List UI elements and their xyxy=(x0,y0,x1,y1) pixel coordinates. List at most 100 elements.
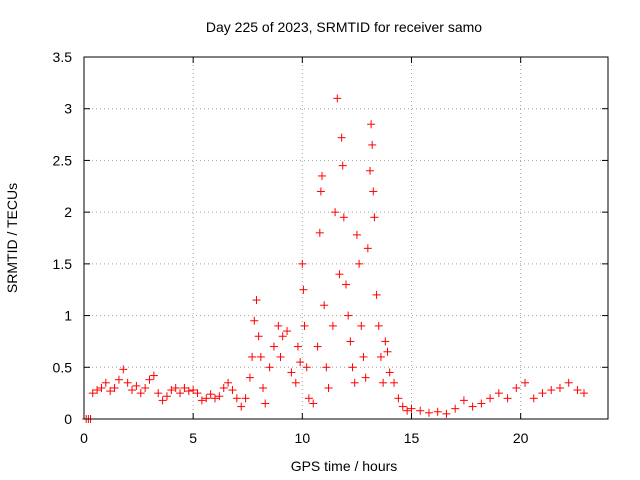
data-point xyxy=(376,352,385,361)
data-point xyxy=(136,389,145,398)
data-point xyxy=(180,383,189,392)
data-point xyxy=(394,394,403,403)
data-point xyxy=(390,378,399,387)
data-point xyxy=(123,378,132,387)
y-tick-label: 2 xyxy=(64,204,72,220)
data-point xyxy=(579,389,588,398)
x-axis-label: GPS time / hours xyxy=(291,458,398,474)
x-tick-label: 10 xyxy=(295,430,311,446)
data-point xyxy=(276,352,285,361)
data-point xyxy=(363,244,372,253)
data-point xyxy=(252,296,261,305)
data-point xyxy=(555,383,564,392)
data-point xyxy=(385,368,394,377)
y-tick-label: 1.5 xyxy=(53,256,73,272)
data-point xyxy=(119,365,128,374)
data-point xyxy=(241,394,250,403)
data-point xyxy=(503,394,512,403)
data-point xyxy=(167,386,176,395)
data-point xyxy=(309,399,318,408)
data-point xyxy=(338,161,347,170)
data-point xyxy=(149,371,158,380)
data-point xyxy=(300,321,309,330)
data-point xyxy=(442,409,451,418)
data-point xyxy=(259,383,268,392)
data-point xyxy=(383,347,392,356)
data-point xyxy=(158,396,167,405)
data-point xyxy=(211,394,219,403)
data-point xyxy=(110,383,119,392)
x-tick-label: 15 xyxy=(404,430,420,446)
data-point xyxy=(486,394,495,403)
data-point xyxy=(296,358,305,367)
data-point xyxy=(381,337,390,346)
data-point xyxy=(316,187,325,196)
data-point xyxy=(346,337,355,346)
data-point xyxy=(304,394,313,403)
data-point xyxy=(219,383,228,392)
data-point xyxy=(254,332,263,341)
data-point xyxy=(291,378,300,387)
data-point xyxy=(299,285,308,294)
data-point xyxy=(477,399,486,408)
data-point xyxy=(529,394,538,403)
y-axis-label: SRMTID / TECUs xyxy=(4,183,20,293)
data-point xyxy=(232,394,241,403)
data-point xyxy=(171,383,180,392)
data-point xyxy=(250,316,259,325)
data-point xyxy=(337,133,346,142)
data-point xyxy=(367,120,376,129)
data-point xyxy=(335,270,344,279)
data-point xyxy=(302,363,311,372)
y-tick-label: 3 xyxy=(64,101,72,117)
data-point xyxy=(197,396,206,405)
data-point xyxy=(564,378,573,387)
data-point xyxy=(403,406,412,415)
data-point xyxy=(298,259,307,268)
data-point xyxy=(512,383,521,392)
data-point xyxy=(228,386,237,395)
data-point xyxy=(324,383,333,392)
data-point xyxy=(265,363,274,372)
data-point xyxy=(141,383,150,392)
data-point xyxy=(372,290,381,299)
x-tick-label: 5 xyxy=(189,430,197,446)
data-point xyxy=(366,166,375,175)
data-point xyxy=(538,389,547,398)
data-point xyxy=(361,373,370,382)
data-point xyxy=(433,407,442,416)
data-point xyxy=(202,394,211,403)
data-point xyxy=(494,389,503,398)
data-point xyxy=(278,332,287,341)
x-tick-label: 0 xyxy=(80,430,88,446)
data-point xyxy=(237,402,246,411)
data-point xyxy=(459,396,468,405)
data-point xyxy=(451,404,460,413)
data-point xyxy=(261,399,270,408)
data-point xyxy=(256,352,265,361)
data-point xyxy=(248,352,257,361)
y-tick-label: 0.5 xyxy=(53,359,73,375)
data-point xyxy=(315,228,324,237)
data-point xyxy=(370,213,379,222)
data-point xyxy=(322,363,331,372)
data-point xyxy=(328,321,337,330)
data-point xyxy=(206,390,215,399)
data-point xyxy=(369,187,378,196)
data-points xyxy=(82,94,588,423)
data-point xyxy=(101,378,110,387)
data-point xyxy=(106,387,115,396)
data-point xyxy=(215,392,224,401)
data-point xyxy=(97,383,106,392)
data-point xyxy=(193,389,202,398)
plot-frame xyxy=(83,56,609,420)
data-point xyxy=(245,373,254,382)
y-tick-label: 3.5 xyxy=(53,49,73,65)
data-point xyxy=(114,375,123,384)
grid-lines xyxy=(84,57,608,419)
data-point xyxy=(145,375,154,384)
data-point xyxy=(547,386,556,395)
y-tick-label: 0 xyxy=(64,411,72,427)
